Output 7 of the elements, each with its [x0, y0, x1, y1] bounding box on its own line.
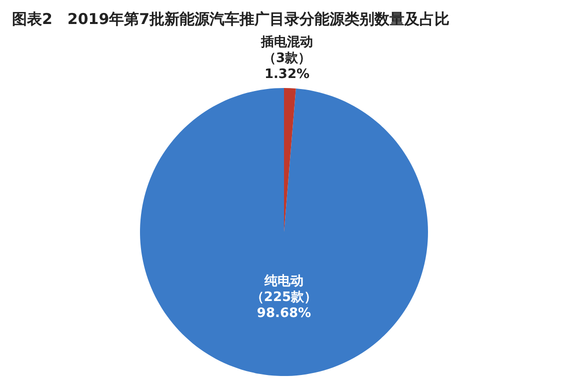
slice-label: 插电混动 — [260, 35, 313, 50]
data-label: （225款） 98.68% — [250, 290, 318, 321]
pie-slice — [284, 88, 296, 232]
pie-slice — [140, 88, 428, 376]
data-label: （3款） 1.32% — [262, 51, 312, 82]
slice-label: 纯电动 — [264, 274, 304, 289]
chart-title: 图表2 2019年第7批新能源汽车推广目录分能源类别数量及占比 — [12, 10, 450, 28]
